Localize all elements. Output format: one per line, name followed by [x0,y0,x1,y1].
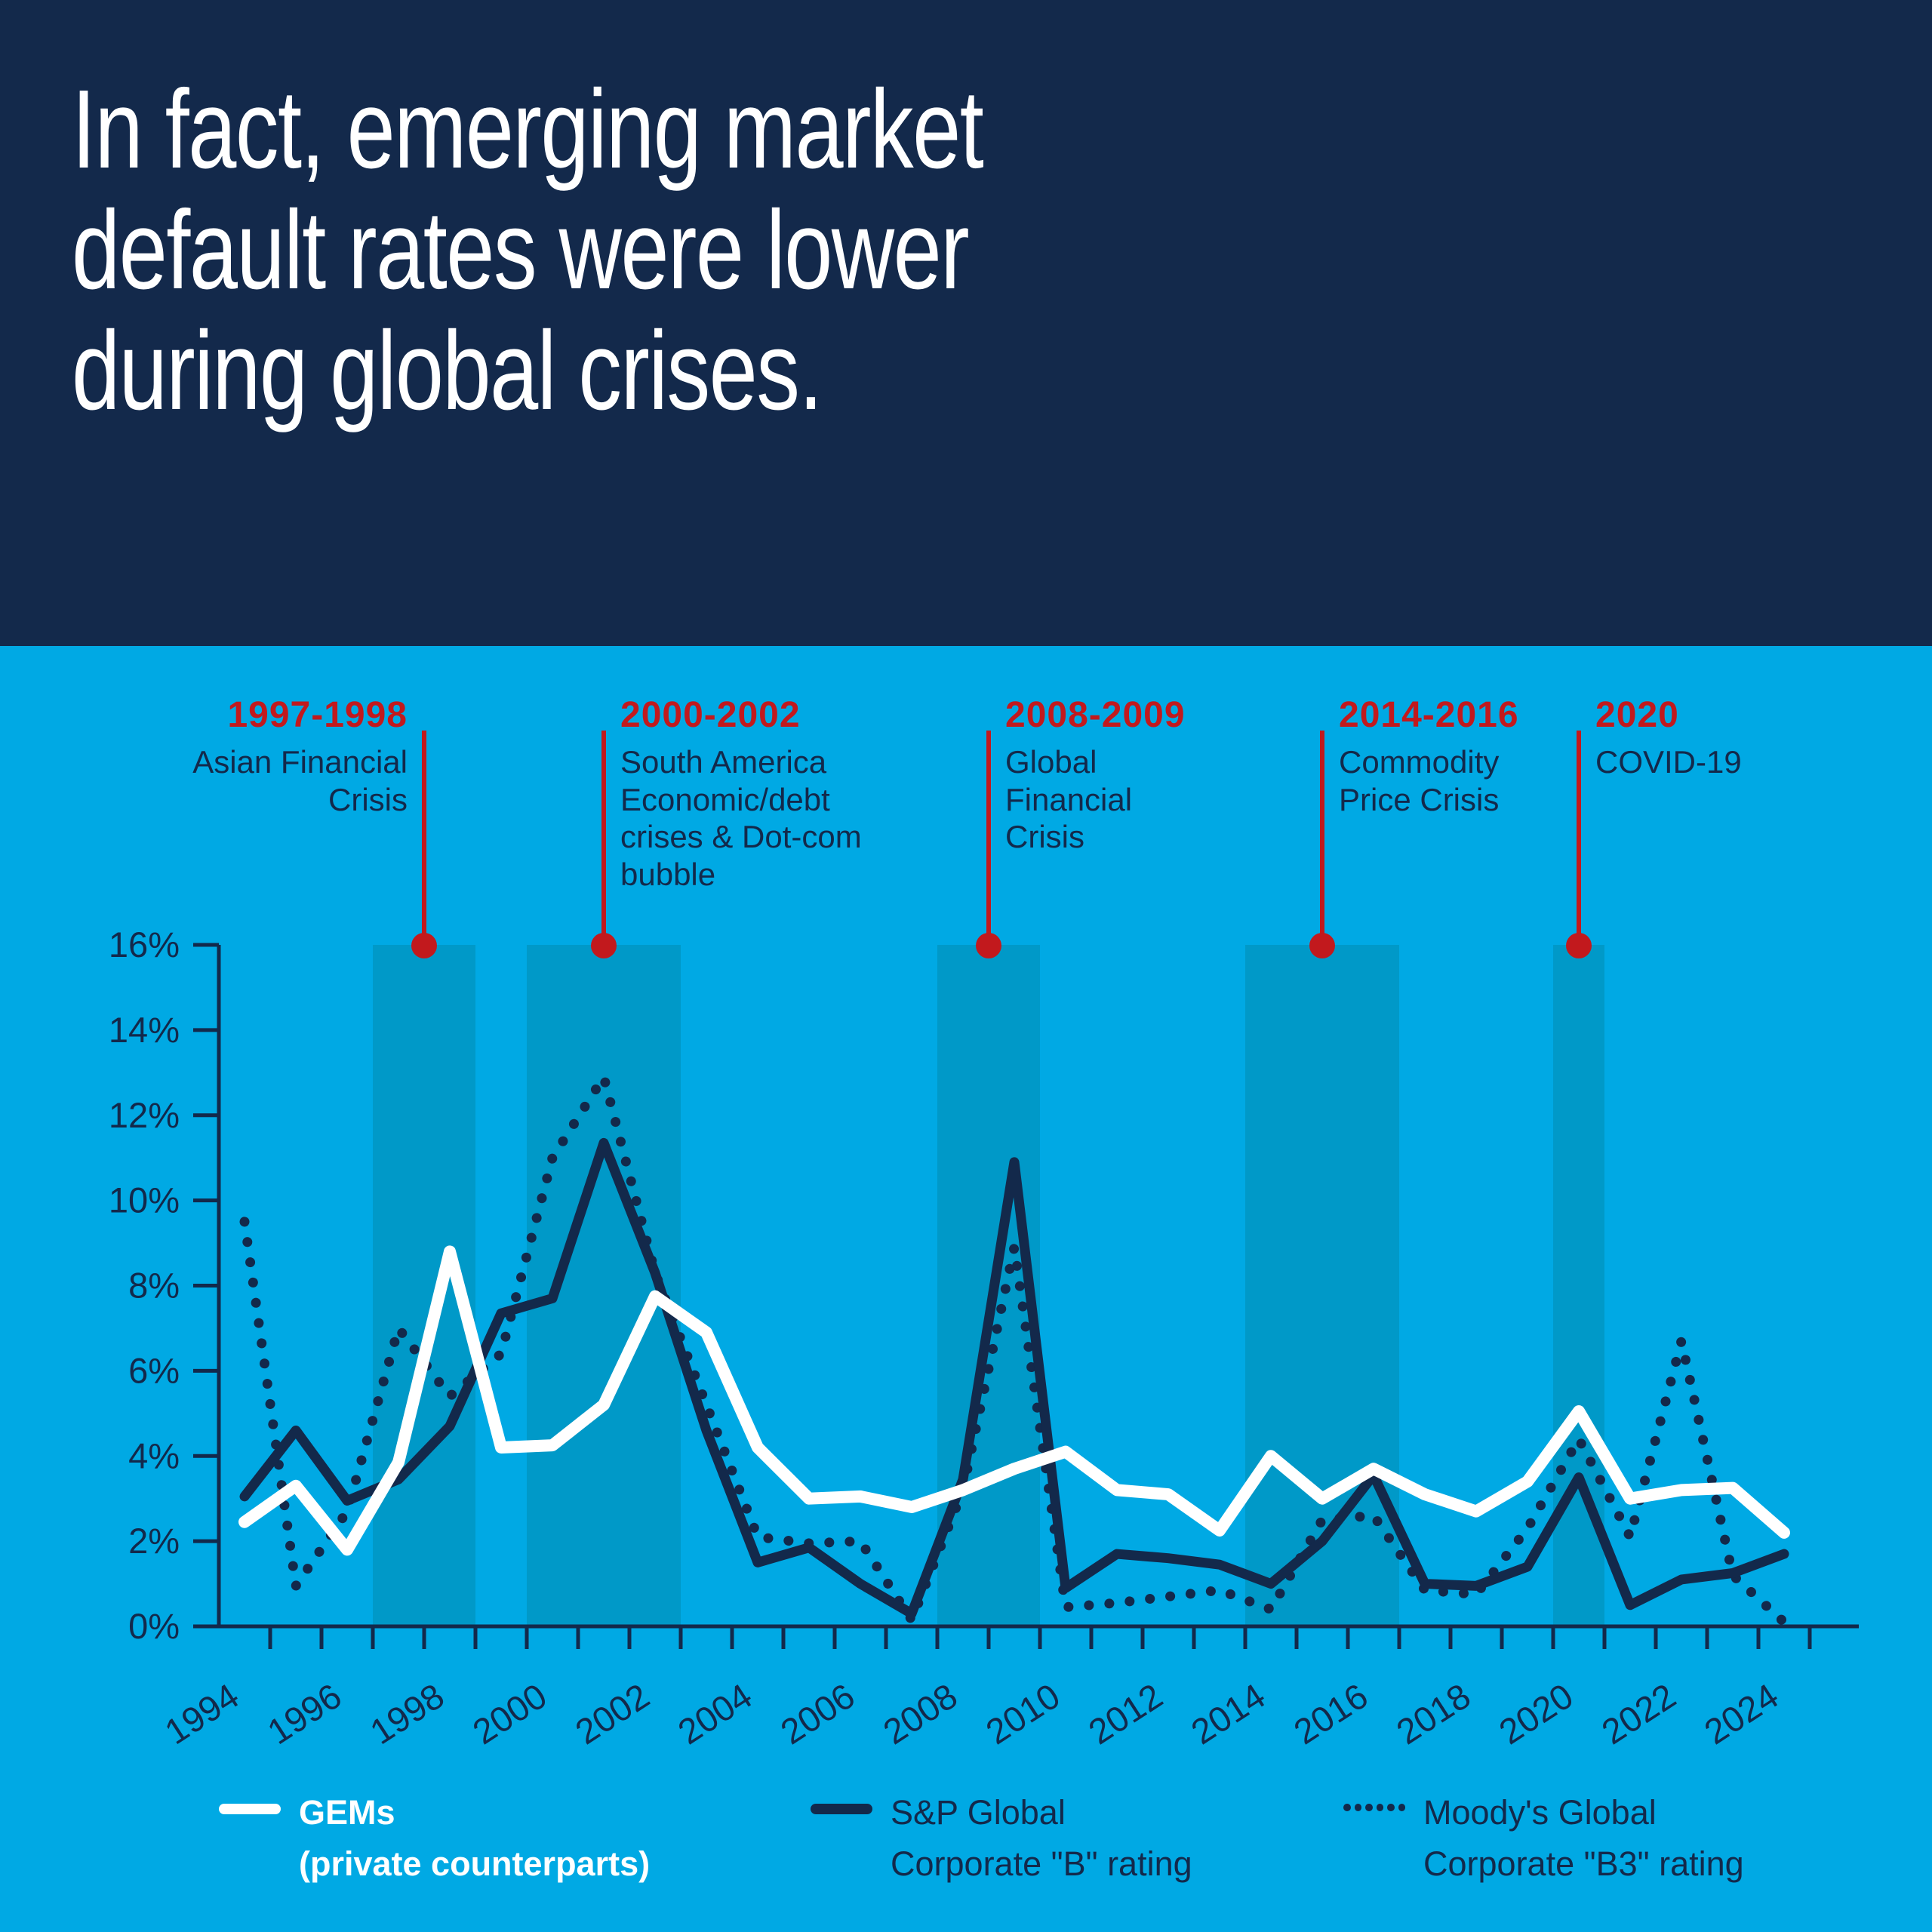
x-axis-label: 2002 [568,1675,657,1752]
crisis-label: Global Financial Crisis [1005,744,1133,855]
x-axis-label: 2000 [466,1675,554,1752]
series-sp [239,1137,1789,1619]
legend-line2: Corporate "B" rating [891,1844,1192,1883]
y-axis-label: 2% [128,1521,180,1561]
crisis-marker-dot [1566,933,1592,958]
x-axis-label: 1998 [363,1675,451,1752]
crisis-label: South America Economic/debt crises & Dot… [620,744,862,892]
legend-line2: (private counterparts) [299,1844,651,1883]
y-axis-label: 6% [128,1350,180,1390]
series-gems [238,1245,1790,1556]
crisis-dates: 2008-2009 [1005,695,1186,735]
legend-item-moodys: Moody's Global Corporate "B3" rating [1343,1787,1744,1889]
y-axis-label: 12% [109,1095,180,1135]
crisis-label: COVID-19 [1595,744,1742,780]
x-axis-label: 2016 [1287,1675,1375,1752]
crisis-dates: 1997-1998 [227,695,408,735]
x-axis-label: 2008 [876,1675,964,1752]
legend-item-sp: S&P Global Corporate "B" rating [811,1787,1192,1889]
legend-text: Moody's Global Corporate "B3" rating [1423,1787,1744,1889]
x-axis-label: 2014 [1184,1675,1272,1752]
y-axis-label: 10% [109,1180,180,1220]
header-banner: In fact, emerging market default rates w… [0,0,1932,646]
legend-line1: GEMs [299,1793,395,1832]
x-axis-label: 2018 [1389,1675,1478,1752]
crisis-marker-dot [591,933,617,958]
x-axis-label: 2012 [1081,1675,1170,1752]
y-axis-label: 14% [109,1010,180,1050]
x-axis-label: 2004 [671,1675,759,1752]
crisis-marker-dot [1309,933,1335,958]
y-axis-label: 0% [128,1606,180,1646]
x-axis-label: 1996 [260,1675,349,1752]
legend-text: S&P Global Corporate "B" rating [891,1787,1192,1889]
gems-line-swatch-icon [219,1804,281,1814]
crisis-marker-dot [976,933,1001,958]
y-axis-label: 8% [128,1266,180,1306]
crisis-dates: 2014-2016 [1339,695,1519,735]
y-axis-label: 4% [128,1435,180,1475]
sp-line-swatch-icon [811,1804,872,1814]
legend-line2: Corporate "B3" rating [1423,1844,1744,1883]
crisis-annotation-commodity: 2014-2016 Commodity Price Crisis [1339,694,1519,818]
x-axis-label: 2006 [774,1675,862,1752]
legend-line1: S&P Global [891,1793,1066,1832]
crisis-label: Commodity Price Crisis [1339,744,1500,817]
crisis-label: Asian Financial Crisis [192,744,408,817]
legend-text: GEMs (private counterparts) [299,1787,650,1889]
crisis-dates: 2020 [1595,695,1679,735]
x-axis-label: 2010 [979,1675,1067,1752]
legend-item-gems: GEMs (private counterparts) [219,1787,650,1889]
x-axis-label: 2024 [1697,1675,1786,1752]
x-axis-label: 2020 [1492,1675,1580,1752]
y-axis-label: 16% [109,924,180,964]
crisis-annotation-asian-financial: 1997-1998 Asian Financial Crisis [192,694,408,818]
moodys-dotted-swatch-icon [1343,1804,1405,1814]
crisis-annotation-covid: 2020 COVID-19 [1595,694,1742,781]
page-title: In fact, emerging market default rates w… [72,67,984,433]
crisis-band [1245,945,1399,1626]
crisis-dates: 2000-2002 [620,695,801,735]
x-axis-label: 1994 [158,1675,246,1752]
x-axis-label: 2022 [1595,1675,1683,1752]
crisis-annotation-gfc: 2008-2009 Global Financial Crisis [1005,694,1186,856]
series-moodys [239,1072,1789,1627]
crisis-annotation-dotcom: 2000-2002 South America Economic/debt cr… [620,694,862,893]
crisis-marker-dot [411,933,437,958]
legend-line1: Moody's Global [1423,1793,1657,1832]
